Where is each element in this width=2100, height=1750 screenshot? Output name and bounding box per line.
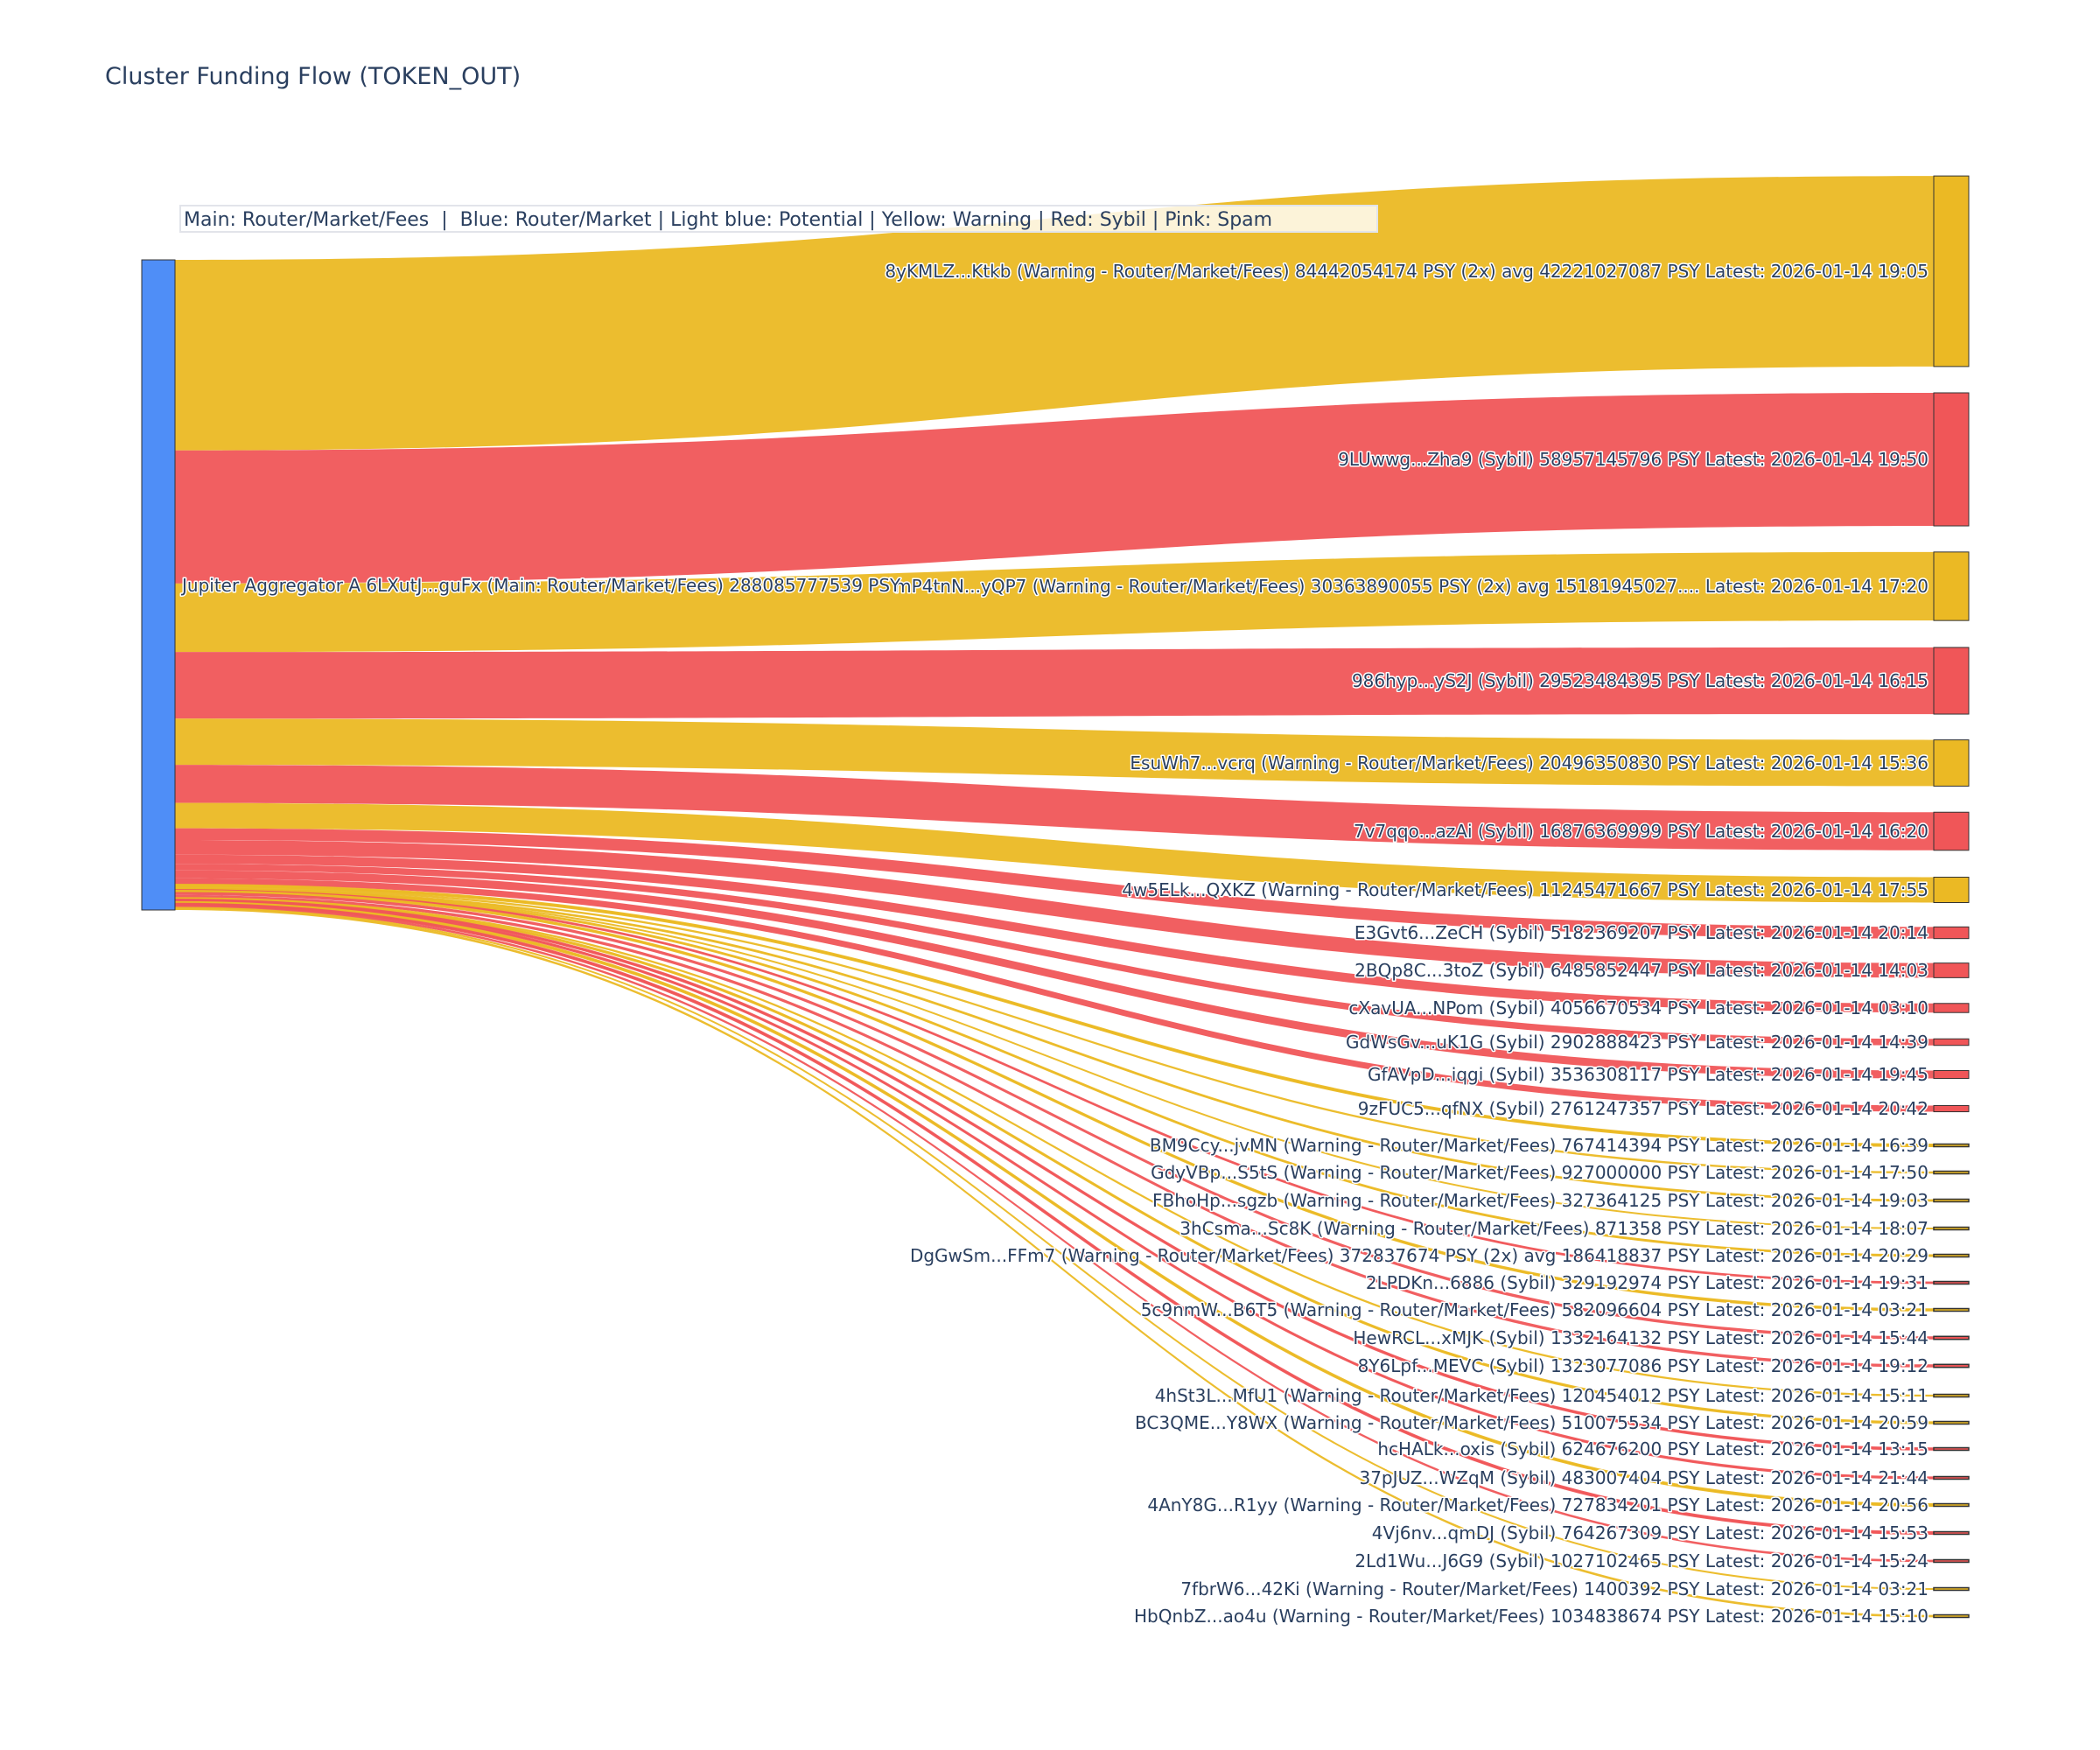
- target-node[interactable]: [1933, 1558, 1970, 1564]
- target-node[interactable]: [1933, 811, 1970, 851]
- target-node[interactable]: [1933, 647, 1970, 715]
- target-node-label: 9zFUC5...qfNX (Sybil) 2761247357 PSY Lat…: [1358, 1098, 1928, 1119]
- source-node[interactable]: [141, 259, 176, 911]
- labels-layer: 8yKMLZ...Ktkb (Warning - Router/Market/F…: [179, 260, 1930, 1628]
- target-node-label: BM9Ccy...jvMN (Warning - Router/Market/F…: [1150, 1135, 1928, 1156]
- target-node[interactable]: [1933, 1069, 1970, 1080]
- flow-link[interactable]: [175, 718, 1934, 787]
- target-node-label: 8yKMLZ...Ktkb (Warning - Router/Market/F…: [885, 261, 1928, 282]
- flow-link[interactable]: [175, 176, 1934, 451]
- target-node[interactable]: [1933, 1446, 1970, 1452]
- target-node[interactable]: [1933, 551, 1970, 621]
- flow-link[interactable]: [175, 840, 1934, 978]
- flow-link[interactable]: [175, 392, 1934, 584]
- flow-link[interactable]: [175, 647, 1934, 719]
- flow-link[interactable]: [175, 551, 1934, 653]
- target-node[interactable]: [1933, 739, 1970, 787]
- target-node-label: 4w5ELk...QXKZ (Warning - Router/Market/F…: [1122, 879, 1928, 900]
- target-node-label: 4AnY8G...R1yy (Warning - Router/Market/F…: [1147, 1494, 1928, 1516]
- target-node-label: GdWsGv...uK1G (Sybil) 2902888423 PSY Lat…: [1346, 1032, 1928, 1053]
- flow-link[interactable]: [175, 886, 1934, 1174]
- target-node[interactable]: [1933, 1198, 1970, 1203]
- target-node-label: hcHALk...oxis (Sybil) 624676200 PSY Late…: [1377, 1438, 1928, 1460]
- target-node[interactable]: [1933, 876, 1970, 904]
- target-node[interactable]: [1933, 1307, 1970, 1312]
- target-node[interactable]: [1933, 1143, 1970, 1148]
- target-node-label: 8Y6Lpf...MEVC (Sybil) 1323077086 PSY Lat…: [1358, 1355, 1928, 1376]
- chart-title: Cluster Funding Flow (TOKEN_OUT): [105, 63, 522, 90]
- target-node-label: HbQnbZ...ao4u (Warning - Router/Market/F…: [1134, 1606, 1928, 1627]
- target-node[interactable]: [1933, 962, 1970, 978]
- target-node-label: 2LPDKn...6886 (Sybil) 329192974 PSY Late…: [1366, 1272, 1928, 1293]
- target-node-label: mP4tnN...yQP7 (Warning - Router/Market/F…: [894, 576, 1928, 597]
- target-node[interactable]: [1933, 1475, 1970, 1480]
- target-node-label: E3Gvt6...ZeCH (Sybil) 5182369207 PSY Lat…: [1354, 922, 1928, 943]
- color-legend-annotation: Main: Router/Market/Fees | Blue: Router/…: [179, 205, 1378, 233]
- flow-link[interactable]: [175, 878, 1934, 1112]
- target-node-label: 4hSt3L...MfU1 (Warning - Router/Market/F…: [1155, 1385, 1928, 1406]
- flow-link[interactable]: [175, 905, 1934, 1563]
- target-node-label: 2Ld1Wu...J6G9 (Sybil) 1027102465 PSY Lat…: [1354, 1550, 1928, 1572]
- source-node-label: Jupiter Aggregator A 6LXutJ...guFx (Main…: [180, 575, 901, 596]
- target-node[interactable]: [1933, 926, 1970, 940]
- target-node[interactable]: [1933, 1003, 1970, 1013]
- flow-link[interactable]: [175, 854, 1934, 1013]
- target-node-label: 37pJUZ...WZqM (Sybil) 483007404 PSY Late…: [1359, 1467, 1928, 1488]
- target-node-label: GdyVBp...S5tS (Warning - Router/Market/F…: [1151, 1162, 1928, 1183]
- target-node-label: BC3QME...Y8WX (Warning - Router/Market/F…: [1135, 1412, 1928, 1433]
- target-node[interactable]: [1933, 1335, 1970, 1340]
- flow-link[interactable]: [175, 907, 1934, 1618]
- links-layer: [174, 176, 1935, 1618]
- target-node[interactable]: [1933, 1420, 1970, 1425]
- target-node-label: 986hyp...yS2J (Sybil) 29523484395 PSY La…: [1352, 670, 1928, 691]
- target-node-label: FBhoHp...sgzb (Warning - Router/Market/F…: [1152, 1190, 1928, 1211]
- target-node-label: 7fbrW6...42Ki (Warning - Router/Market/F…: [1180, 1578, 1928, 1600]
- target-node-label: GfAVpD...iqgi (Sybil) 3536308117 PSY Lat…: [1368, 1064, 1928, 1085]
- target-node[interactable]: [1933, 1170, 1970, 1175]
- target-node[interactable]: [1933, 1363, 1970, 1368]
- nodes-layer: [141, 175, 1970, 1619]
- flow-link[interactable]: [175, 864, 1934, 1046]
- target-node[interactable]: [1933, 175, 1970, 368]
- flow-link[interactable]: [175, 802, 1934, 903]
- target-node-label: DgGwSm...FFm7 (Warning - Router/Market/F…: [910, 1245, 1928, 1266]
- target-node-label: 4Vj6nv...qmDJ (Sybil) 764267309 PSY Late…: [1372, 1522, 1928, 1544]
- target-node[interactable]: [1933, 1280, 1970, 1285]
- target-node-label: cXavUA...NPom (Sybil) 4056670534 PSY Lat…: [1348, 998, 1928, 1018]
- flow-link[interactable]: [174, 888, 1935, 1229]
- target-node-label: HewRCL...xMJK (Sybil) 1332164132 PSY Lat…: [1353, 1327, 1928, 1348]
- target-node[interactable]: [1933, 1104, 1970, 1113]
- target-node[interactable]: [1933, 392, 1970, 527]
- target-node-label: 9LUwwg...Zha9 (Sybil) 58957145796 PSY La…: [1338, 449, 1928, 470]
- flow-link[interactable]: [175, 894, 1934, 1368]
- target-node[interactable]: [1933, 1502, 1970, 1508]
- target-node[interactable]: [1933, 1530, 1970, 1536]
- target-node-label: 5c9nmW...B6T5 (Warning - Router/Market/F…: [1141, 1299, 1928, 1320]
- target-node[interactable]: [1933, 1038, 1970, 1046]
- target-node[interactable]: [1933, 1226, 1970, 1231]
- target-node-label: EsuWh7...vcrq (Warning - Router/Market/F…: [1130, 752, 1928, 774]
- flow-link[interactable]: [175, 765, 1934, 850]
- target-node-label: 2BQp8C...3toZ (Sybil) 6485852447 PSY Lat…: [1354, 960, 1928, 981]
- target-node-label: 3hCsma...Sc8K (Warning - Router/Market/F…: [1180, 1218, 1928, 1239]
- target-node[interactable]: [1933, 1614, 1970, 1619]
- target-node[interactable]: [1933, 1586, 1970, 1592]
- target-node[interactable]: [1933, 1393, 1970, 1398]
- target-node-label: 7v7qqo...azAi (Sybil) 16876369999 PSY La…: [1354, 821, 1928, 842]
- flow-link[interactable]: [175, 828, 1934, 939]
- flow-link[interactable]: [175, 870, 1934, 1079]
- flow-link[interactable]: [175, 892, 1934, 1340]
- target-node[interactable]: [1933, 1253, 1970, 1258]
